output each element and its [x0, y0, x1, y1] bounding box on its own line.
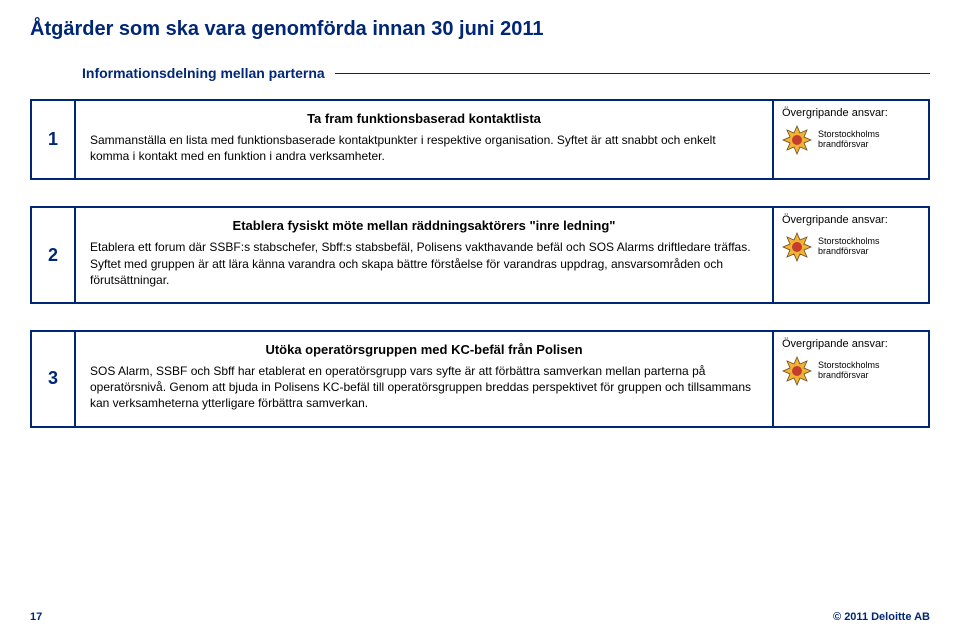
org-line1: Storstockholms — [818, 360, 880, 370]
action-card: 1 Ta fram funktionsbaserad kontaktlista … — [30, 99, 930, 180]
org-logo: Storstockholms brandförsvar — [782, 232, 920, 262]
responsibility-column: Övergripande ansvar: Storstockholms bran… — [774, 101, 928, 178]
card-description: SOS Alarm, SSBF och Sbff har etablerat e… — [90, 363, 758, 412]
org-name: Storstockholms brandförsvar — [818, 130, 880, 150]
org-line2: brandförsvar — [818, 370, 869, 380]
card-description: Etablera ett forum där SSBF:s stabschefe… — [90, 239, 758, 288]
org-line1: Storstockholms — [818, 129, 880, 139]
copyright: © 2011 Deloitte AB — [833, 611, 930, 623]
card-headline: Utöka operatörsgruppen med KC-befäl från… — [90, 342, 758, 357]
fire-badge-icon — [782, 232, 812, 262]
card-number: 2 — [32, 208, 76, 302]
page-title: Åtgärder som ska vara genomförda innan 3… — [30, 18, 930, 41]
org-name: Storstockholms brandförsvar — [818, 237, 880, 257]
action-card: 3 Utöka operatörsgruppen med KC-befäl fr… — [30, 330, 930, 428]
card-headline: Ta fram funktionsbaserad kontaktlista — [90, 111, 758, 126]
responsibility-label: Övergripande ansvar: — [782, 214, 920, 226]
responsibility-label: Övergripande ansvar: — [782, 338, 920, 350]
responsibility-column: Övergripande ansvar: Storstockholms bran… — [774, 208, 928, 302]
fire-badge-icon — [782, 125, 812, 155]
card-headline: Etablera fysiskt möte mellan räddningsak… — [90, 218, 758, 233]
org-logo: Storstockholms brandförsvar — [782, 356, 920, 386]
org-name: Storstockholms brandförsvar — [818, 361, 880, 381]
responsibility-label: Övergripande ansvar: — [782, 107, 920, 119]
card-body: Etablera fysiskt möte mellan räddningsak… — [76, 208, 774, 302]
org-line2: brandförsvar — [818, 246, 869, 256]
card-body: Utöka operatörsgruppen med KC-befäl från… — [76, 332, 774, 426]
section-rule — [335, 73, 930, 74]
org-line2: brandförsvar — [818, 139, 869, 149]
card-number: 3 — [32, 332, 76, 426]
card-description: Sammanställa en lista med funktionsbaser… — [90, 132, 758, 164]
org-line1: Storstockholms — [818, 236, 880, 246]
card-list: 1 Ta fram funktionsbaserad kontaktlista … — [30, 99, 930, 428]
page-number: 17 — [30, 611, 42, 623]
responsibility-column: Övergripande ansvar: Storstockholms bran… — [774, 332, 928, 426]
page-footer: 17 © 2011 Deloitte AB — [30, 611, 930, 623]
org-logo: Storstockholms brandförsvar — [782, 125, 920, 155]
card-number: 1 — [32, 101, 76, 178]
section-header: Informationsdelning mellan parterna — [30, 65, 930, 81]
action-card: 2 Etablera fysiskt möte mellan räddnings… — [30, 206, 930, 304]
section-label: Informationsdelning mellan parterna — [30, 65, 335, 81]
fire-badge-icon — [782, 356, 812, 386]
card-body: Ta fram funktionsbaserad kontaktlista Sa… — [76, 101, 774, 178]
